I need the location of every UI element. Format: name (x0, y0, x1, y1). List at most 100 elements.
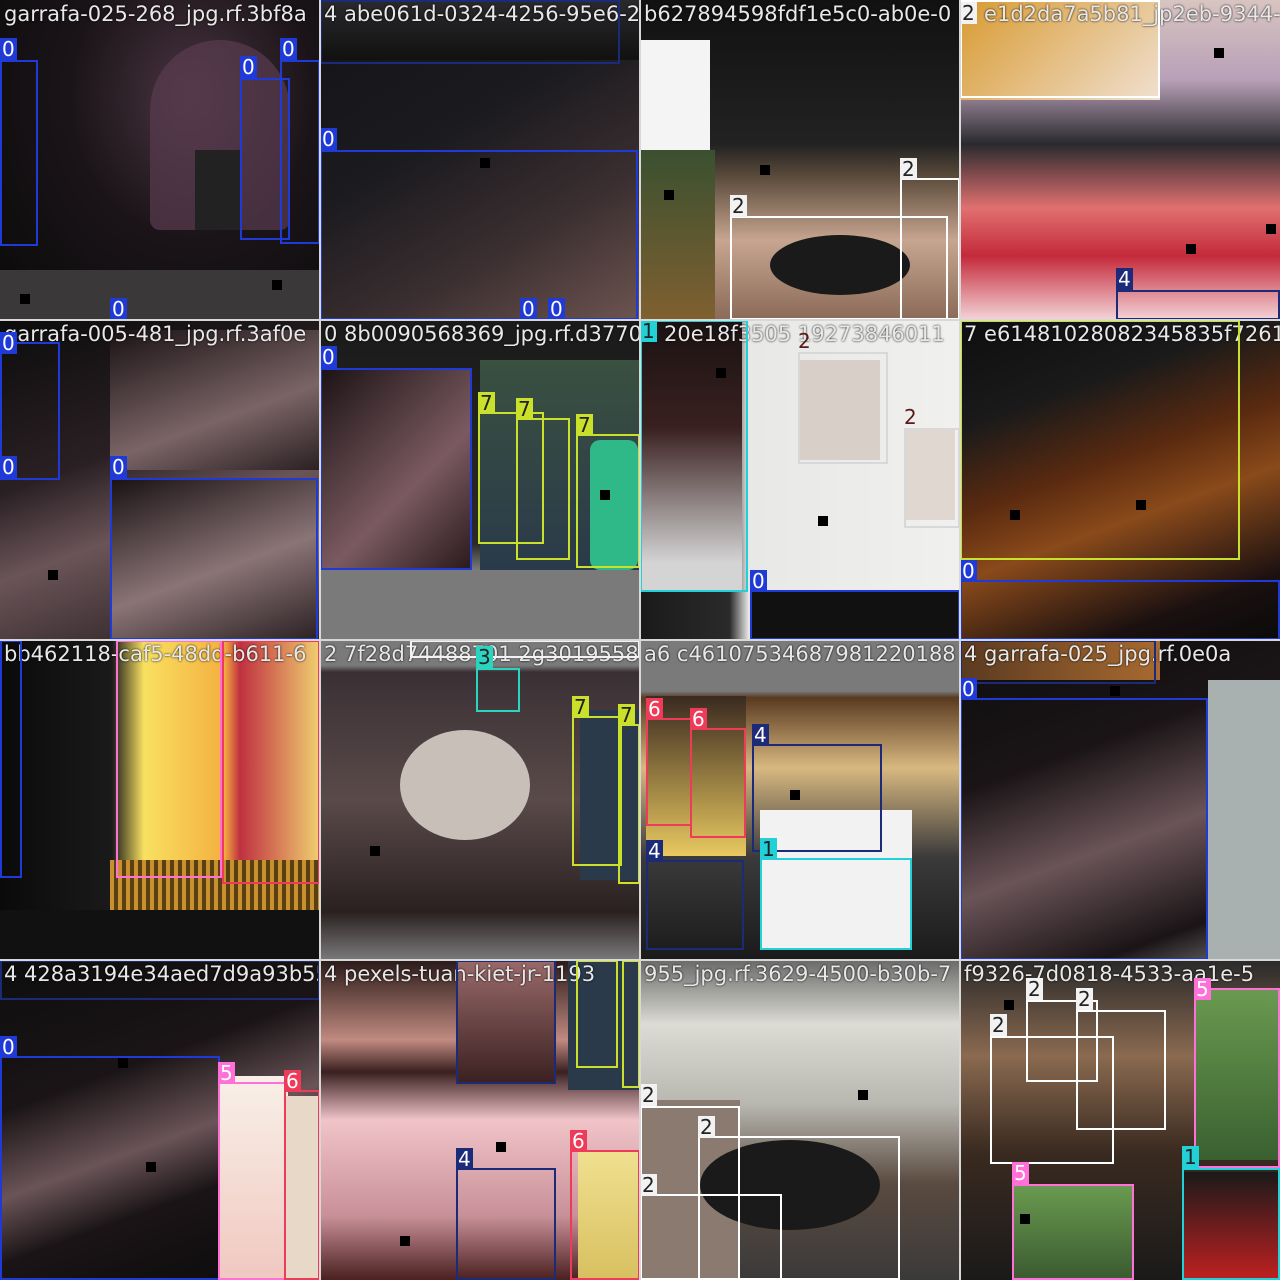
bbox-class-3 (476, 668, 520, 712)
mosaic-cutout (1266, 224, 1276, 234)
mosaic-cutout (818, 516, 828, 526)
bbox-label: 2 (640, 1173, 657, 1197)
bbox-class-0 (320, 150, 638, 320)
bbox-class-0 (110, 478, 318, 640)
tile-filename: 7 e61481028082345835f7261 (964, 322, 1280, 346)
shelf (0, 270, 320, 320)
mosaic-cutout (1214, 48, 1224, 58)
bbox-label: 2 (904, 405, 917, 429)
tile-4: 2 e1d2da7a5b81_jp2eb-9344- 2 4 (960, 0, 1280, 320)
mosaic-cutout (370, 846, 380, 856)
bbox-class-4 (1116, 290, 1280, 320)
tile-filename: 0 8b0090568369_jpg.rf.d37704 (324, 322, 640, 346)
dark-base (0, 910, 320, 960)
cocktail-glass (218, 1076, 288, 1280)
bottle-label (110, 480, 320, 640)
bbox-class-4 (960, 640, 1156, 684)
bbox-label: 0 (0, 455, 17, 479)
bbox-label: 0 (960, 559, 977, 583)
iced-coffee (458, 960, 556, 1084)
tile-9: bb462118-caf5-48dd-b611-6 5 6 (0, 640, 320, 960)
bar-grate (110, 860, 320, 910)
mosaic-cutout (858, 1090, 868, 1100)
mosaic-cutout (716, 368, 726, 378)
bbox-label: 2 (730, 194, 747, 218)
mosaic-cutout (1020, 1214, 1030, 1224)
wine-glass (286, 1096, 320, 1280)
tile-filename: 4 pexels-tuan-kiet-jr-1193 (324, 962, 596, 986)
bbox-label: 0 (110, 455, 127, 479)
bbox-class-4 (456, 1168, 556, 1280)
bbox-class-7 (960, 320, 1240, 560)
mosaic-cutout (20, 294, 30, 304)
plate (400, 730, 530, 840)
mosaic-cutout (600, 490, 610, 500)
tile-filename: 4 garrafa-025_jpg.rf.0e0a (964, 642, 1232, 666)
mosaic-cutout (118, 1058, 128, 1068)
bbox-class-2 (798, 352, 888, 464)
bbox-class-7 (622, 960, 640, 1088)
bbox-label: 2 (990, 1013, 1007, 1037)
cola-bottle (640, 320, 742, 590)
bbox-label: 7 (576, 413, 593, 437)
bbox-label: 0 (548, 297, 565, 320)
mosaic-cutout (760, 165, 770, 175)
bbox-label: 5 (218, 1061, 235, 1085)
bbox-class-2 (730, 216, 948, 320)
bbox-label: 0 (750, 569, 767, 593)
tile-8: 7 e61481028082345835f7261 7 0 (960, 320, 1280, 640)
tile-filename: a6 c46107534687981220188 (644, 642, 956, 666)
tile-14: 4 pexels-tuan-kiet-jr-1193 4 7 7 4 6 (320, 960, 640, 1280)
tile-filename: garrafa-025-268_jpg.rf.3bf8a (4, 2, 307, 26)
bbox-label: 2 (640, 1083, 657, 1107)
mosaic-cutout (1136, 500, 1146, 510)
bbox-label: 6 (284, 1069, 301, 1093)
cola-panel (760, 810, 912, 950)
bbox-class-2 (1026, 1000, 1098, 1082)
mosaic-cutout (272, 280, 282, 290)
tile-filename: 2 e1d2da7a5b81_jp2eb-9344- (964, 2, 1280, 26)
tile-12: 4 garrafa-025_jpg.rf.0e0a 4 0 (960, 640, 1280, 960)
bbox-class-0 (280, 60, 320, 244)
yellow-cocktail (578, 1150, 640, 1280)
bbox-label: 2 (1026, 977, 1043, 1001)
bbox-label: 2 (900, 157, 917, 181)
tile-filename: 1 20e18f3505 19273846011 (644, 322, 945, 346)
grid-separator (0, 959, 1280, 961)
tile-filename: 955_jpg.rf.3629-4500-b30b-7 (644, 962, 952, 986)
mosaic-cutout (146, 1162, 156, 1172)
tile-11: a6 c46107534687981220188 6 6 4 4 1 (640, 640, 960, 960)
grid-separator (0, 639, 1280, 641)
bbox-label: 0 (960, 677, 977, 701)
tile-13: 4 428a3194e34aed7d9a93b55 4 0 5 6 (0, 960, 320, 1280)
cup-lid (700, 1140, 880, 1230)
mosaic-cutout (1010, 510, 1020, 520)
tile-3: b627894598fdf1e5c0-ab0e-0 2 2 (640, 0, 960, 320)
tile-filename: b627894598fdf1e5c0-ab0e-0 (644, 2, 952, 26)
bbox-class-1 (640, 320, 748, 592)
bbox-label: 6 (690, 707, 707, 731)
bbox-class-2 (990, 1036, 1114, 1164)
green-bottle (590, 440, 638, 570)
orange-glass (960, 0, 1160, 100)
grey-wall (1208, 680, 1280, 960)
bbox-class-7 (478, 412, 544, 544)
bbox-class-1 (760, 858, 912, 950)
bbox-class-6 (222, 640, 320, 884)
bbox-class-2 (640, 1194, 782, 1280)
bbox-label: 4 (456, 1147, 473, 1171)
bbox-class-7 (572, 716, 622, 866)
tile-6: 0 8b0090568369_jpg.rf.d37704 0 7 7 7 (320, 320, 640, 640)
bbox-class-0 (0, 640, 22, 878)
bbox-class-0 (320, 368, 472, 570)
bbox-class-2 (904, 428, 960, 528)
bbox-label: 0 (110, 297, 127, 320)
bbox-label: 0 (520, 297, 537, 320)
bottle-label (110, 330, 320, 470)
mosaic-cutout (400, 1236, 410, 1246)
bbox-class-4 (752, 744, 882, 852)
bbox-label: 0 (280, 37, 297, 61)
bbox-label: 1 (640, 320, 657, 343)
bottle (568, 960, 640, 1090)
tile-7: 1 20e18f3505 19273846011 1 2 2 0 (640, 320, 960, 640)
